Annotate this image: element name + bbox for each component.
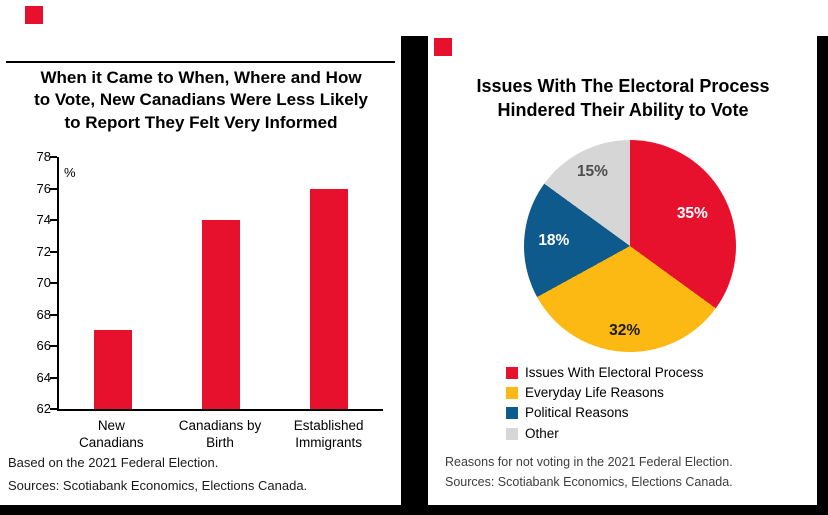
y-tick-label: 62	[36, 401, 51, 416]
category-label-text: New Canadians	[79, 418, 144, 451]
y-tick-label: 72	[36, 243, 51, 259]
category-label-text: Established Immigrants	[293, 418, 364, 451]
y-tick-mark	[50, 376, 57, 379]
y-tick-mark	[50, 345, 57, 347]
pie-chart-footnote: Reasons for not voting in the 2021 Feder…	[445, 455, 733, 469]
y-tick-mark	[50, 156, 57, 158]
brand-red-square-left	[25, 6, 43, 24]
y-tick-label: 66	[36, 338, 51, 353]
panel-divider-bar	[401, 36, 428, 515]
bar-column	[167, 157, 275, 409]
title-line: to Report They Felt Very Informed	[64, 112, 338, 132]
pie-chart-title: Issues With The Electoral Process Hinder…	[436, 74, 810, 123]
y-tick-label: 74	[36, 212, 51, 227]
title-line: Issues With The Electoral Process	[476, 76, 770, 96]
bar-established-immigrants	[310, 188, 348, 409]
y-tick-mark	[50, 187, 57, 190]
pie-chart-source-note: Sources: Scotiabank Economics, Elections…	[445, 475, 733, 489]
bars-container	[59, 157, 383, 409]
y-tick-label: 64	[36, 369, 51, 385]
bar-column	[59, 157, 167, 409]
legend-label: Issues With Electoral Process	[525, 365, 704, 380]
bar-plot-area: % 78 76 74 72 70 68 66 64 62	[37, 149, 383, 416]
y-tick-label: 78	[36, 149, 51, 164]
bar-chart-footnote: Based on the 2021 Federal Election.	[8, 455, 219, 470]
brand-red-square-right	[434, 38, 452, 56]
legend-swatch	[506, 427, 518, 440]
title-line: Hindered Their Ability to Vote	[497, 100, 749, 121]
y-tick-mark	[50, 408, 57, 410]
title-line: When it Came to When, Where and How	[40, 68, 362, 87]
pie-legend: Issues With Electoral Process Everyday Li…	[506, 365, 704, 446]
bar-chart-source-note: Sources: Scotiabank Economics, Elections…	[8, 478, 308, 493]
legend-swatch	[506, 387, 518, 400]
legend-item: Issues With Electoral Process	[506, 365, 704, 381]
pie-chart: 35% 32% 18% 15%	[524, 140, 736, 352]
right-edge-bar	[817, 36, 828, 515]
legend-item: Other	[506, 426, 704, 442]
pie-slice-label: 15%	[576, 163, 608, 181]
bottom-edge-bar	[0, 505, 828, 515]
left-panel-top-rule	[6, 61, 395, 63]
title-line: to Vote, New Canadians Were Less Likely	[34, 90, 368, 110]
y-tick-label: 68	[36, 306, 51, 322]
y-axis-unit-label: %	[64, 165, 76, 180]
y-tick-label: 76	[36, 180, 51, 196]
bar-canadians-by-birth	[202, 220, 240, 409]
legend-label: Everyday Life Reasons	[525, 385, 664, 401]
bar-column	[275, 157, 383, 409]
bar-new-canadians	[94, 330, 132, 409]
legend-item: Political Reasons	[506, 405, 704, 421]
y-tick-mark	[50, 219, 57, 221]
y-tick-mark	[50, 282, 57, 284]
y-tick-label: 70	[36, 275, 51, 290]
pie-slice-label: 32%	[609, 321, 641, 339]
y-tick-mark	[50, 250, 57, 253]
legend-label: Other	[525, 425, 559, 441]
category-label: Established Immigrants	[274, 417, 383, 452]
bar-chart-title: When it Came to When, Where and How to V…	[8, 67, 394, 134]
y-tick-mark	[50, 313, 57, 316]
legend-swatch	[506, 407, 518, 420]
bar-x-axis-labels: New Canadians Canadians by Birth Establish…	[57, 417, 383, 452]
legend-item: Everyday Life Reasons	[506, 385, 704, 401]
legend-label: Political Reasons	[525, 405, 629, 421]
category-label: Canadians by Birth	[166, 417, 275, 452]
pie-slice-label: 18%	[538, 232, 570, 250]
category-label: New Canadians	[57, 417, 166, 452]
legend-swatch	[506, 367, 518, 380]
pie-slice-label: 35%	[676, 205, 708, 223]
category-label-text: Canadians by Birth	[178, 418, 262, 451]
